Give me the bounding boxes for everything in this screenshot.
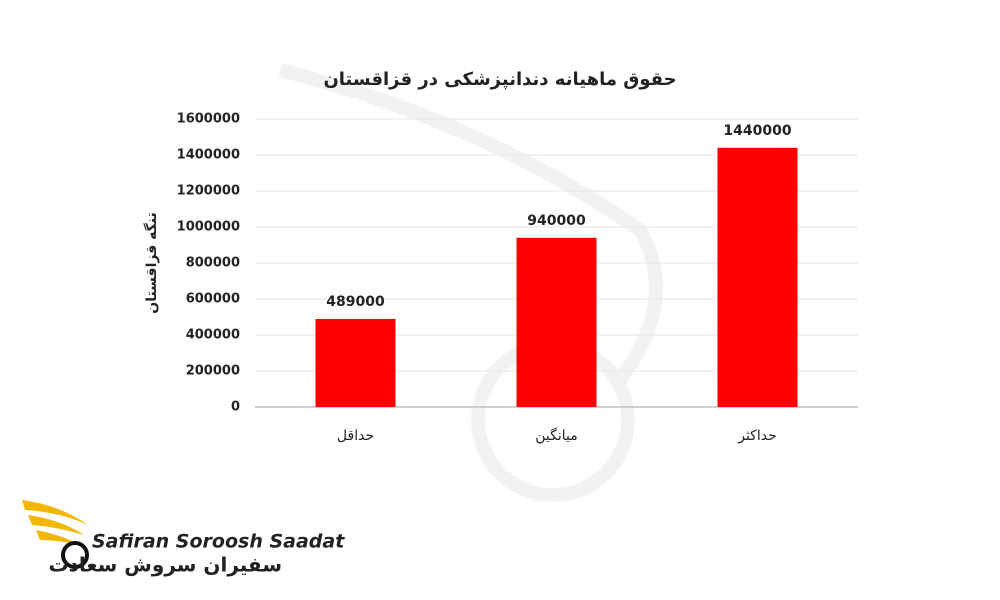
y-tick-label: 400000 bbox=[186, 328, 240, 343]
y-tick-label: 1000000 bbox=[177, 220, 240, 235]
bar bbox=[315, 318, 396, 407]
data-label: 489000 bbox=[326, 294, 385, 310]
y-tick-label: 0 bbox=[231, 400, 240, 415]
x-tick-label: حداکثر bbox=[737, 428, 777, 444]
x-tick-label: میانگین bbox=[535, 427, 578, 444]
bar bbox=[717, 147, 798, 408]
x-tick-label: حداقل bbox=[337, 428, 374, 444]
bar bbox=[516, 237, 597, 407]
data-label: 1440000 bbox=[723, 123, 791, 139]
y-tick-label: 1400000 bbox=[177, 148, 240, 163]
logo-name-fa: سفیران سروش سعادت bbox=[49, 553, 283, 577]
y-tick-label: 600000 bbox=[186, 292, 240, 307]
y-tick-label: 200000 bbox=[186, 364, 240, 379]
y-tick-label: 1600000 bbox=[177, 112, 240, 127]
logo-name-en: Safiran Soroosh Saadat bbox=[92, 531, 345, 553]
y-axis-label: تنگه قزاقستان bbox=[143, 212, 160, 314]
y-tick-label: 800000 bbox=[186, 256, 240, 271]
chart-title: حقوق ماهیانه دندانپزشکی در قزاقستان bbox=[323, 69, 676, 90]
data-label: 940000 bbox=[527, 213, 586, 229]
y-tick-label: 1200000 bbox=[177, 184, 240, 199]
logo-mark bbox=[22, 500, 89, 569]
